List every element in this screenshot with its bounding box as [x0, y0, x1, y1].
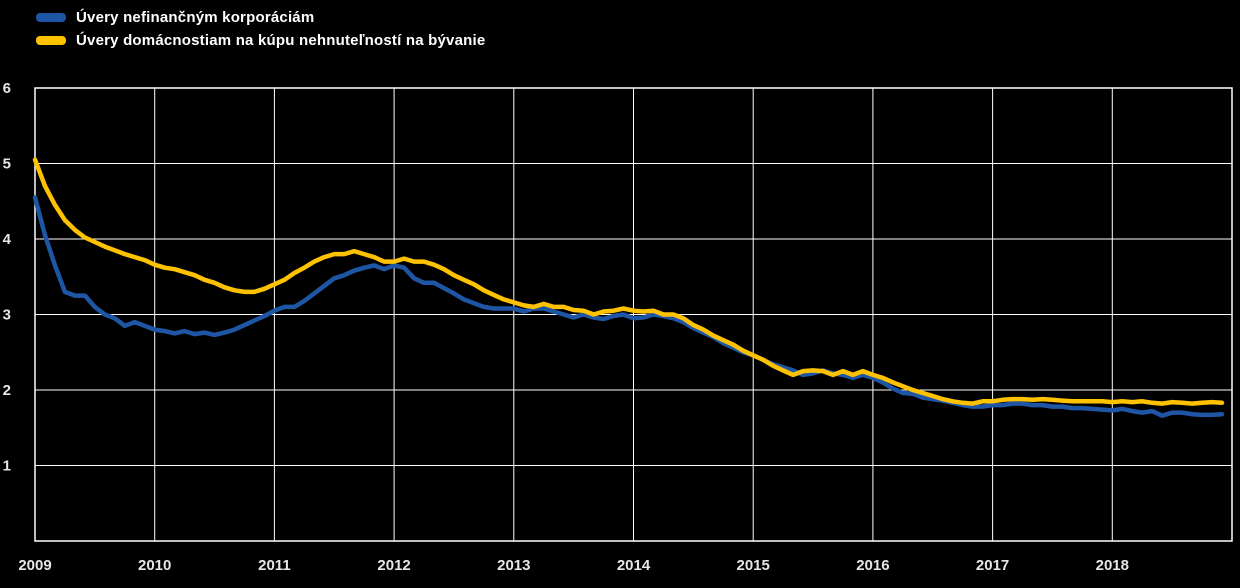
x-axis-tick-label: 2010	[138, 557, 171, 574]
y-axis-tick-label: 6	[3, 80, 11, 97]
series-line-1	[32, 157, 1225, 406]
x-axis-tick-label: 2016	[856, 557, 889, 574]
legend-label-corporate-loans: Úvery nefinančným korporáciám	[76, 9, 315, 26]
x-axis-tick-label: 2017	[976, 557, 1009, 574]
x-axis-tick-label: 2011	[258, 557, 291, 574]
y-axis-tick-label: 2	[3, 382, 11, 399]
y-axis-tick-label: 4	[3, 231, 12, 248]
y-axis-tick-label: 3	[3, 307, 11, 324]
x-axis-tick-label: 2015	[737, 557, 770, 574]
x-axis-tick-label: 2018	[1096, 557, 1129, 574]
legend: Úvery nefinančným korporáciám Úvery domá…	[36, 6, 485, 52]
y-axis-tick-label: 1	[3, 458, 11, 475]
series-line-0	[32, 195, 1225, 418]
x-axis-tick-label: 2013	[497, 557, 530, 574]
legend-swatch-yellow	[36, 36, 66, 45]
y-axis-tick-label: 5	[3, 156, 11, 173]
x-axis-tick-label: 2009	[18, 557, 51, 574]
legend-label-housing-loans: Úvery domácnostiam na kúpu nehnuteľností…	[76, 32, 486, 49]
x-axis-tick-label: 2014	[617, 557, 651, 574]
plot-border	[34, 87, 1233, 542]
legend-item-housing-loans: Úvery domácnostiam na kúpu nehnuteľností…	[36, 29, 485, 52]
legend-swatch-blue	[36, 13, 66, 22]
x-axis-tick-label: 2012	[377, 557, 410, 574]
legend-item-corporate-loans: Úvery nefinančným korporáciám	[36, 6, 485, 29]
